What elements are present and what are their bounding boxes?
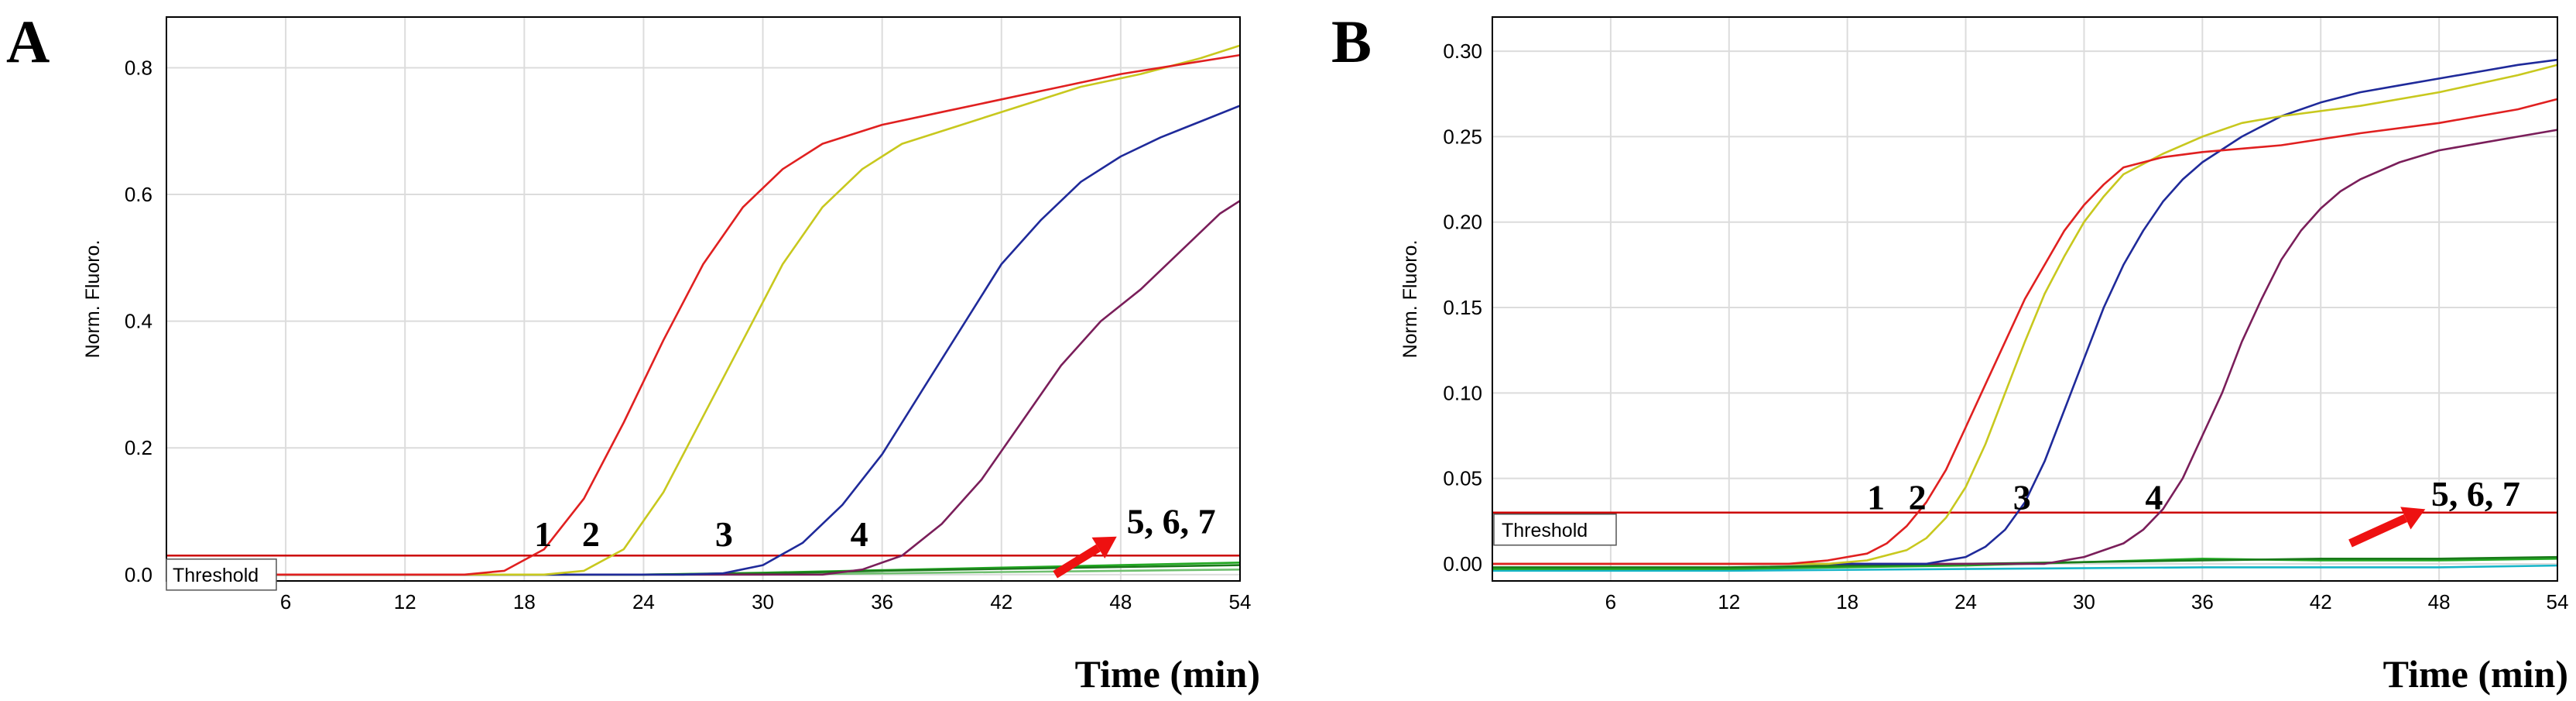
y-axis-label: Norm. Fluoro. [82,240,104,359]
annotation-arrow-shaft [1053,544,1101,579]
curve-label: 4 [851,514,868,554]
plot-frame [1492,16,2558,582]
annotation-arrow-head [1091,536,1117,559]
series-line-1 [166,53,1240,576]
series-line-2 [1492,64,2557,565]
series-line-3 [1492,58,2557,565]
curve-label: 3 [2013,477,2031,517]
curve-label: 4 [2145,477,2163,517]
y-tick-label: 0.00 [1443,552,1482,576]
x-axis-label: Time (min) [1075,652,1260,696]
curve-label: 1 [1867,477,1885,517]
series-line-2 [166,44,1240,576]
x-tick-label: 36 [871,590,893,613]
x-tick-label: 30 [2073,590,2095,613]
y-tick-label: 0.25 [1443,125,1482,148]
annotation-arrow-shaft [2348,514,2408,548]
x-tick-label: 42 [990,590,1012,613]
series-line-5 [1492,555,2557,569]
panel-letter: A [6,8,50,75]
series-group [166,44,1240,576]
series-group [1492,58,2557,572]
curve-label: 5, 6, 7 [2431,474,2520,514]
x-tick-label: 12 [1718,590,1740,613]
x-tick-label: 6 [1605,590,1616,613]
y-tick-label: 0.15 [1443,296,1482,319]
y-tick-label: 0.8 [125,56,152,79]
y-axis-label: Norm. Fluoro. [1399,240,1421,359]
curve-label: 5, 6, 7 [1127,502,1216,541]
x-tick-label: 42 [2310,590,2332,613]
series-line-4 [1492,129,2557,565]
threshold-label: Threshold [1502,520,1588,541]
y-tick-label: 0.10 [1443,381,1482,404]
x-tick-label: 36 [2191,590,2214,613]
curve-label: 2 [1909,477,1927,517]
x-tick-label: 18 [1836,590,1858,613]
x-tick-label: 24 [632,590,655,613]
series-line-7 [1492,564,2557,572]
y-tick-label: 0.30 [1443,40,1482,63]
threshold-label-box [166,558,277,591]
x-tick-label: 6 [280,590,291,613]
x-tick-label: 30 [752,590,774,613]
x-tick-label: 18 [513,590,536,613]
x-tick-label: 54 [2547,590,2569,613]
x-tick-label: 48 [2428,590,2451,613]
threshold-label-box [1493,514,1617,546]
curve-label: 2 [582,514,600,554]
threshold-label: Threshold [173,565,259,586]
x-tick-label: 12 [394,590,416,613]
series-line-1 [1492,98,2557,565]
y-tick-label: 0.05 [1443,467,1482,490]
annotation-arrow-head [2400,507,2426,530]
y-tick-label: 0.0 [125,563,152,586]
x-axis-label: Time (min) [2383,652,2568,696]
y-tick-label: 0.20 [1443,211,1482,234]
curve-label: 3 [715,514,733,554]
x-tick-label: 54 [1229,590,1252,613]
y-tick-label: 0.6 [125,183,152,206]
x-tick-label: 24 [1954,590,1977,613]
panel-letter: B [1331,8,1372,75]
y-tick-label: 0.4 [125,310,152,333]
curve-label: 1 [534,514,552,554]
x-tick-label: 48 [1109,590,1132,613]
series-line-3 [166,105,1240,576]
y-tick-label: 0.2 [125,436,152,459]
plot-frame [166,16,1241,582]
series-line-4 [166,200,1240,576]
